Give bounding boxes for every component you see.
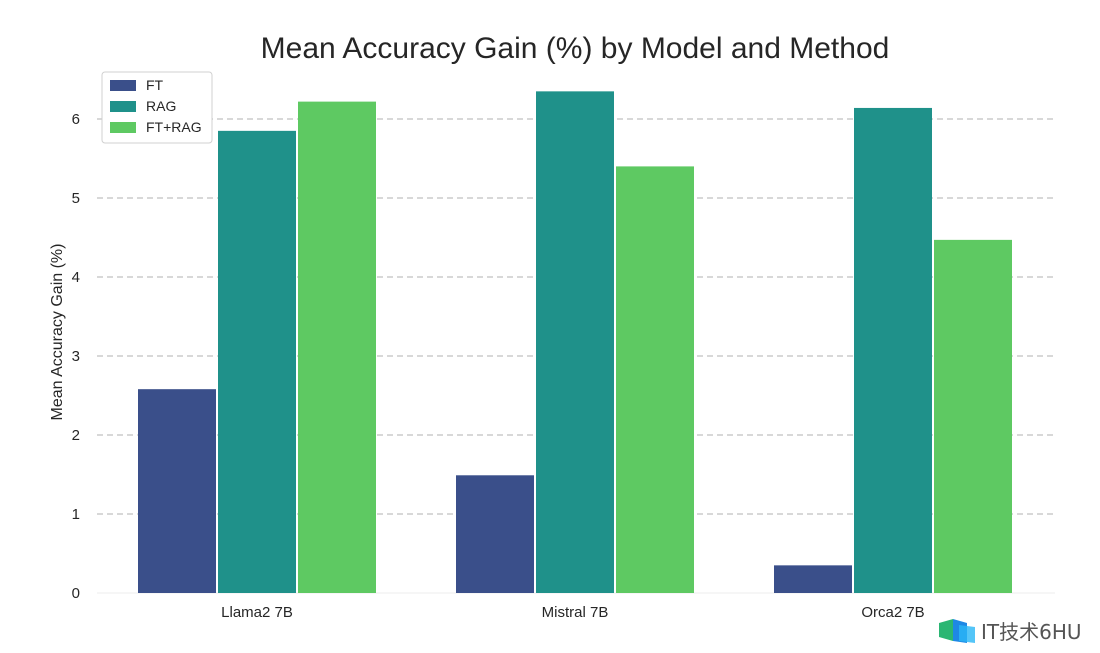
legend-swatch [110,101,136,112]
y-tick-label: 2 [72,427,80,444]
y-tick-label: 4 [72,269,80,286]
watermark-text: IT技术6HU [981,620,1082,644]
y-tick-label: 1 [72,506,80,523]
bar-ft-2 [774,565,852,593]
y-axis-label: Mean Accuracy Gain (%) [49,244,66,421]
y-tick-label: 3 [72,348,80,365]
bar-ft-rag-2 [934,239,1012,593]
bar-rag-0 [218,130,296,593]
bar-ft-rag-0 [298,101,376,594]
x-ticks: Llama2 7B Mistral 7B Orca2 7B [221,604,925,621]
y-ticks: 0 1 2 3 4 5 6 [72,111,80,602]
y-tick-label: 5 [72,190,80,207]
bar-rag-2 [854,107,932,593]
bar-ft-0 [138,389,216,593]
bar-ft-rag-1 [616,166,694,593]
chart-title: Mean Accuracy Gain (%) by Model and Meth… [261,32,890,65]
legend-label: RAG [146,98,176,114]
x-tick-label: Mistral 7B [542,604,609,621]
y-tick-label: 0 [72,585,80,602]
watermark-logo-icon [937,617,977,645]
legend-swatch [110,80,136,91]
bars [138,91,1012,594]
x-tick-label: Orca2 7B [861,604,924,621]
legend-swatch [110,122,136,133]
legend: FT RAG FT+RAG [101,71,213,144]
y-tick-label: 6 [72,111,80,128]
watermark: IT技术6HU [937,616,1082,645]
bar-ft-1 [456,475,534,593]
legend-label: FT+RAG [146,119,202,135]
x-tick-label: Llama2 7B [221,604,293,621]
legend-label: FT [146,77,164,93]
bar-rag-1 [536,91,614,593]
